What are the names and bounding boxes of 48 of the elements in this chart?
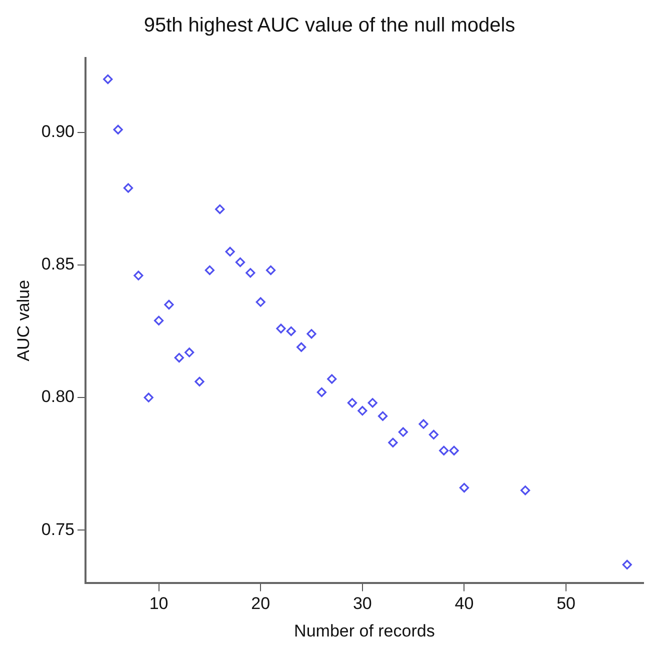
point <box>103 74 113 84</box>
x-tick-label: 40 <box>454 594 474 614</box>
point <box>296 342 306 352</box>
x-tick-label: 20 <box>251 594 270 614</box>
point <box>113 124 123 134</box>
point <box>174 352 184 363</box>
point <box>215 204 225 214</box>
point <box>154 316 164 326</box>
point <box>368 398 378 408</box>
point <box>428 430 438 440</box>
point <box>204 265 214 275</box>
point <box>194 376 204 386</box>
x-tick-label: 30 <box>352 594 372 614</box>
point <box>134 270 144 280</box>
point <box>378 411 388 421</box>
point <box>327 374 337 384</box>
x-tick-label: 50 <box>556 594 576 614</box>
point <box>398 427 408 437</box>
point <box>459 482 470 493</box>
point <box>316 387 326 398</box>
point <box>266 265 276 275</box>
point <box>439 446 449 456</box>
y-tick-label: 0.90 <box>41 122 74 141</box>
y-axis-title: AUC value <box>14 280 33 362</box>
point <box>144 392 154 402</box>
y-tick-label: 0.80 <box>41 387 74 406</box>
point <box>246 268 256 278</box>
point <box>184 348 194 358</box>
point <box>225 246 235 256</box>
point <box>256 297 266 307</box>
point <box>276 324 286 334</box>
point <box>388 438 398 448</box>
point <box>123 183 134 193</box>
point <box>235 257 246 268</box>
x-tick-label: 10 <box>149 594 168 614</box>
point <box>286 326 296 336</box>
point <box>164 300 174 310</box>
point <box>418 419 428 429</box>
point <box>520 486 530 496</box>
y-tick-label: 0.75 <box>41 520 74 539</box>
point <box>347 398 358 408</box>
point <box>622 560 632 570</box>
chart-title: 95th highest AUC value of the null models <box>144 14 516 37</box>
x-axis-title: Number of records <box>294 621 435 640</box>
point <box>358 406 368 416</box>
point <box>306 329 316 339</box>
point <box>449 446 459 456</box>
y-tick-label: 0.85 <box>41 254 74 274</box>
